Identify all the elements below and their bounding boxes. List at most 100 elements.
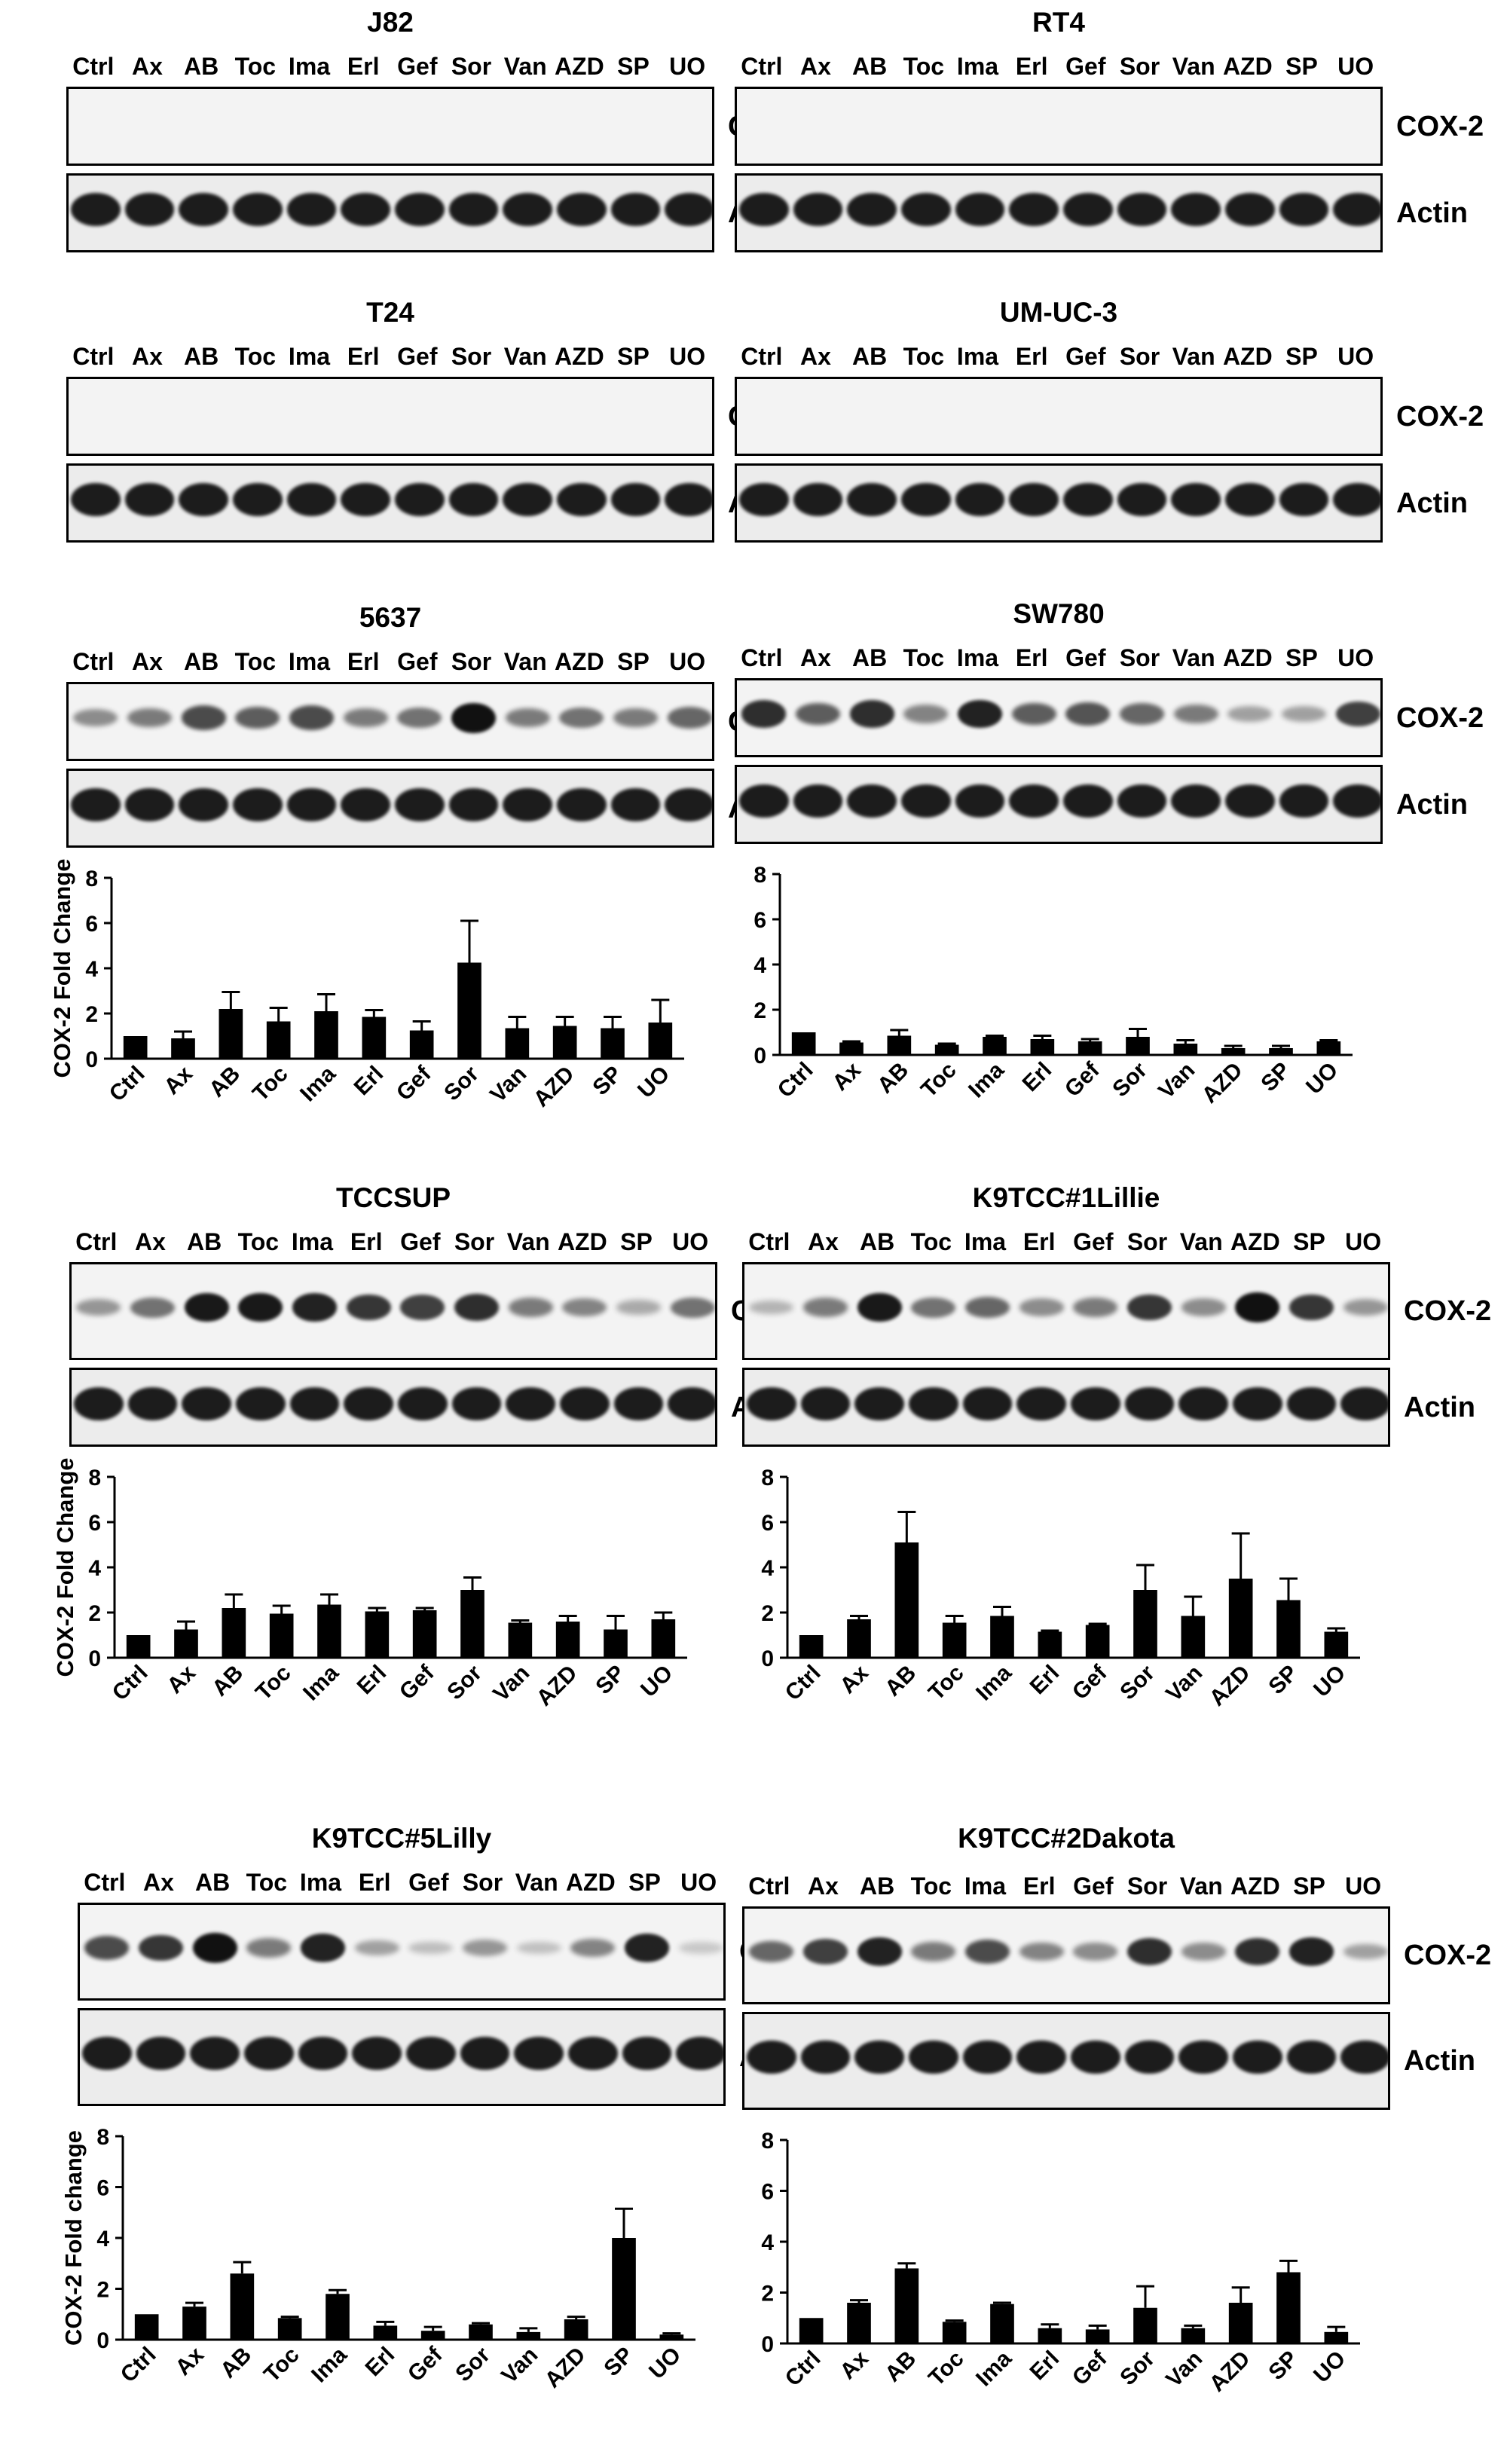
x-tick-label: Ima <box>298 1660 344 1705</box>
actin-band <box>394 192 445 226</box>
actin-label: Actin <box>1396 788 1468 821</box>
x-tick-label: SP <box>591 1661 630 1700</box>
bar <box>277 2318 302 2340</box>
actin-band <box>1224 784 1275 818</box>
actin-band <box>1124 2041 1175 2074</box>
x-tick-label: AB <box>207 1661 248 1701</box>
cox2-band <box>1289 1294 1334 1321</box>
bar <box>505 1028 530 1059</box>
actin-band <box>854 1386 905 1420</box>
actin-blot <box>69 1368 717 1447</box>
actin-band <box>962 2041 1013 2074</box>
lane-label: AB <box>184 53 219 80</box>
bar <box>266 1021 291 1059</box>
lane-label: Gef <box>1073 1872 1114 1900</box>
cox2-band <box>1282 706 1326 722</box>
cox2-band <box>127 708 172 728</box>
actin-band <box>1016 1386 1067 1420</box>
lane-label: Toc <box>234 648 277 675</box>
actin-band <box>405 2037 456 2070</box>
actin-band <box>179 787 229 821</box>
actin-band <box>235 1386 286 1420</box>
x-tick-label: Gef <box>395 1660 439 1704</box>
x-tick-label: Ctrl <box>105 1062 150 1107</box>
lane-label: Ax <box>800 343 831 370</box>
cox2-blot <box>66 87 714 166</box>
y-tick-label: 0 <box>761 1646 774 1671</box>
lane-label: UO <box>669 53 706 80</box>
lane-label: Ima <box>288 648 331 675</box>
lane-label: Erl <box>1015 343 1048 370</box>
lane-labels: Ctrl Ax AB Toc Ima Erl Gef Sor Van AZD SP UO <box>735 343 1383 373</box>
actin-band <box>1117 192 1167 226</box>
bar <box>555 1622 580 1658</box>
actin-band <box>900 192 951 226</box>
bar <box>182 2307 206 2340</box>
lane-label: Ctrl <box>741 644 783 671</box>
bar <box>564 2319 588 2340</box>
y-tick-label: 4 <box>761 1556 774 1581</box>
y-tick-label: 2 <box>754 998 766 1023</box>
panel-title: TCCSUP <box>335 1182 451 1213</box>
actin-band <box>243 2037 294 2070</box>
lane-label: Gef <box>397 53 438 80</box>
bar <box>1221 1048 1246 1055</box>
bar <box>887 1035 912 1055</box>
lane-label: Erl <box>347 648 380 675</box>
panel-title: RT4 <box>1032 7 1085 38</box>
actin-band <box>70 482 121 516</box>
actin-band <box>352 2037 402 2070</box>
bar <box>123 1036 148 1059</box>
lane-label: SP <box>620 1228 653 1255</box>
panel-title: T24 <box>366 297 414 328</box>
actin-band <box>73 1386 124 1420</box>
y-tick-label: 8 <box>88 1466 101 1490</box>
lane-label: AB <box>852 53 888 80</box>
x-tick-label: Toc <box>916 1058 961 1102</box>
bar <box>1078 1041 1102 1055</box>
cox2-band <box>397 708 442 728</box>
cox2-band <box>1127 1937 1172 1966</box>
actin-band <box>955 784 1005 818</box>
bar <box>1173 1044 1198 1055</box>
x-tick-label: AZD <box>1197 1058 1248 1108</box>
cox2-band <box>1011 702 1056 726</box>
x-tick-label: SP <box>599 2343 638 2382</box>
lane-labels: Ctrl Ax AB Toc Ima Erl Gef Sor Van AZD SP UO <box>66 53 714 83</box>
bar <box>648 1023 673 1059</box>
actin-band <box>514 2037 564 2070</box>
actin-band <box>1224 192 1275 226</box>
cox2-band <box>1173 704 1218 724</box>
actin-band <box>556 482 607 516</box>
actin-band <box>847 482 897 516</box>
cox2-band <box>965 1939 1010 1964</box>
cox2-blot <box>78 1903 726 2001</box>
actin-band <box>1286 1386 1337 1420</box>
cox2-band <box>454 1293 499 1322</box>
lane-label: SP <box>1293 1872 1325 1900</box>
x-tick-label: SP <box>1264 1661 1303 1700</box>
actin-blot <box>78 2008 726 2106</box>
actin-band <box>793 784 843 818</box>
bar <box>420 2331 445 2340</box>
cox2-blot <box>66 377 714 456</box>
cox2-band <box>803 1298 848 1317</box>
actin-band <box>232 787 283 821</box>
actin-band <box>394 787 445 821</box>
bar <box>1133 1590 1157 1658</box>
bar <box>791 1032 816 1055</box>
x-tick-label: AB <box>873 1058 913 1099</box>
cox2-band <box>139 1934 183 1961</box>
lane-label: Sor <box>462 1869 503 1896</box>
lane-label: Gef <box>1073 1228 1114 1255</box>
lane-labels: Ctrl Ax AB Toc Ima Erl Gef Sor Van AZD SP UO <box>742 1228 1390 1258</box>
cox2-band <box>1019 1298 1064 1316</box>
actin-band <box>610 482 661 516</box>
x-tick-label: Van <box>488 1661 534 1707</box>
actin-band <box>1279 784 1329 818</box>
x-tick-label: Toc <box>259 2343 304 2387</box>
y-tick-label: 2 <box>96 2278 109 2303</box>
bar <box>839 1042 864 1055</box>
lane-label: Ax <box>132 343 163 370</box>
x-tick-label: Erl <box>361 2343 400 2382</box>
